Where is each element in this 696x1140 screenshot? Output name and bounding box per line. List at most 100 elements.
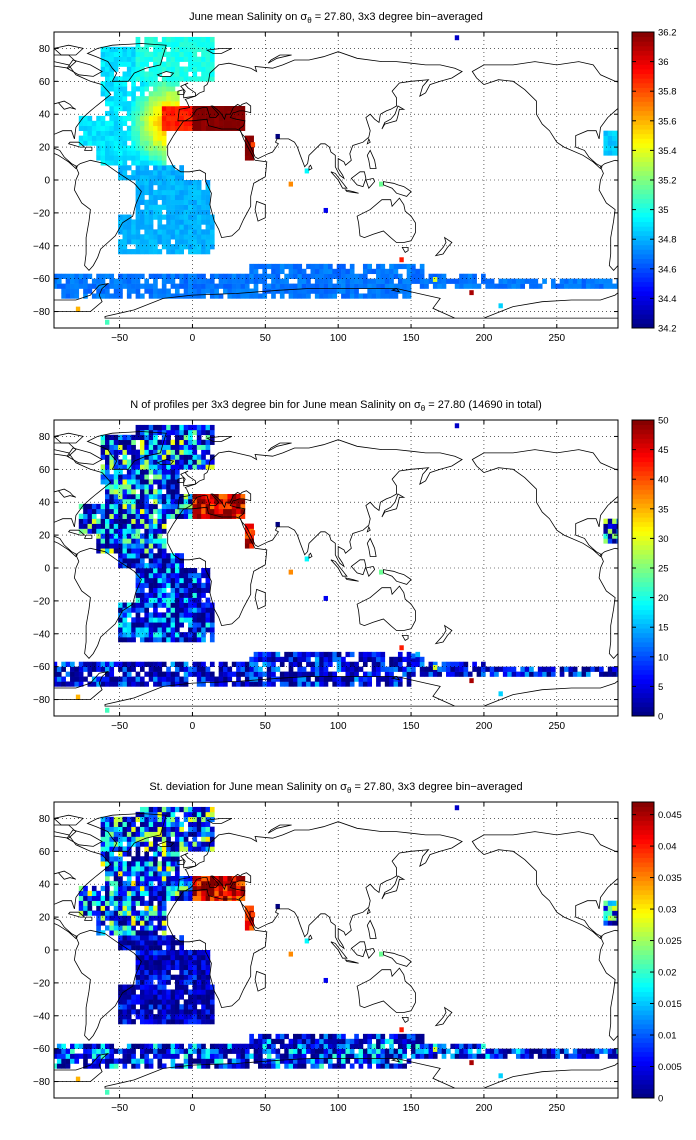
heatmap-cell — [166, 66, 171, 72]
heatmap-cell — [157, 1009, 163, 1015]
heatmap-cell — [327, 1058, 333, 1064]
heatmap-cell — [214, 125, 219, 131]
heatmap-cell — [179, 612, 184, 618]
heatmap-cell — [179, 278, 184, 284]
x-tick-label: 250 — [548, 333, 565, 344]
heatmap-cell — [415, 1033, 421, 1040]
heatmap-cell — [105, 46, 110, 53]
heatmap-cell — [271, 273, 276, 279]
heatmap-cell — [144, 964, 150, 971]
heatmap-cell — [572, 278, 578, 284]
heatmap-cell — [122, 474, 128, 480]
heatmap-cell — [96, 895, 101, 901]
heatmap-cell — [415, 1048, 421, 1054]
heatmap-cell — [502, 1053, 508, 1059]
colorbar-segment — [632, 461, 654, 467]
heatmap-cell — [209, 984, 215, 990]
heatmap-cell — [301, 288, 307, 294]
heatmap-cell — [258, 293, 263, 299]
heatmap-cell — [201, 1058, 206, 1064]
heatmap-cell — [144, 41, 150, 48]
heatmap-cell — [157, 885, 163, 892]
heatmap-cell — [148, 617, 154, 623]
heatmap-cell — [179, 1009, 184, 1015]
heatmap-cell — [288, 1063, 294, 1069]
heatmap-cell — [310, 1033, 316, 1040]
heatmap-cell — [271, 1043, 276, 1049]
heatmap-cell — [349, 263, 355, 270]
heatmap-cell — [144, 101, 150, 107]
heatmap-cell — [546, 1053, 552, 1059]
heatmap-cell — [126, 841, 132, 847]
heatmap-cell — [153, 622, 158, 628]
heatmap-cell — [170, 76, 176, 82]
heatmap-cell — [371, 651, 377, 658]
heatmap-cell — [148, 194, 154, 201]
heatmap-cell — [126, 910, 132, 916]
heatmap-cell — [109, 1043, 115, 1049]
heatmap-cell — [485, 283, 491, 289]
colorbar-tick-label: 0 — [658, 712, 663, 723]
heatmap-cell — [201, 994, 206, 1000]
coastline — [104, 1058, 618, 1089]
heatmap-cell — [148, 1048, 154, 1054]
heatmap-cell — [157, 273, 163, 279]
heatmap-cell — [183, 234, 189, 240]
heatmap-cell — [131, 115, 136, 122]
heatmap-cell — [249, 1033, 254, 1040]
heatmap-cell — [406, 293, 412, 299]
heatmap-cell — [105, 479, 110, 485]
heatmap-cell — [489, 671, 495, 677]
heatmap-cell — [105, 150, 110, 156]
heatmap-cell — [218, 120, 224, 127]
colorbar-segment — [632, 503, 654, 509]
heatmap-cell — [406, 681, 412, 687]
heatmap-cell — [384, 1063, 390, 1069]
heatmap-cell — [170, 110, 176, 117]
heatmap-cell — [161, 920, 167, 926]
heatmap-cell — [135, 945, 141, 951]
heatmap-cell — [166, 474, 171, 480]
heatmap-cell — [144, 464, 150, 470]
colorbar-tick-label: 0.025 — [658, 936, 682, 947]
heatmap-cell — [406, 666, 412, 672]
heatmap-cell — [542, 278, 547, 284]
heatmap-cell — [419, 666, 425, 672]
heatmap-cell — [599, 283, 604, 289]
heatmap-cell — [179, 459, 184, 465]
heatmap-cell — [118, 293, 123, 299]
heatmap-cell — [174, 999, 180, 1005]
heatmap-cell — [126, 464, 132, 470]
heatmap-cell — [402, 1053, 407, 1059]
heatmap-cell — [139, 106, 145, 112]
heatmap-cell — [179, 503, 184, 510]
heatmap-cell — [161, 155, 167, 161]
heatmap-cell — [349, 661, 355, 667]
heatmap-cell — [157, 920, 163, 926]
colorbar: 0.0450.040.0350.030.0250.020.0150.010.00… — [631, 801, 682, 1105]
coastline — [598, 929, 618, 1042]
coastline — [401, 1017, 409, 1023]
heatmap-cell — [205, 964, 211, 971]
heatmap-cell — [603, 528, 609, 534]
heatmap-cell — [113, 115, 119, 122]
heatmap-cell — [293, 661, 298, 667]
heatmap-cell — [56, 1058, 62, 1064]
heatmap-cell — [314, 1043, 320, 1049]
heatmap-cell — [65, 293, 71, 299]
heatmap-cell — [323, 595, 328, 601]
colorbar-segment — [632, 614, 654, 620]
heatmap-cell — [157, 229, 163, 235]
heatmap-cell — [118, 826, 123, 832]
heatmap-cell — [126, 219, 132, 225]
colorbar-segment — [632, 829, 654, 835]
heatmap-cell — [362, 293, 368, 299]
heatmap-cell — [113, 155, 119, 161]
heatmap-cell — [249, 1038, 254, 1045]
heatmap-cell — [131, 494, 136, 500]
heatmap-cell — [87, 130, 93, 136]
heatmap-cell — [157, 494, 163, 500]
heatmap-cell — [288, 651, 294, 658]
heatmap-cell — [70, 1053, 75, 1059]
heatmap-cell — [135, 890, 141, 897]
